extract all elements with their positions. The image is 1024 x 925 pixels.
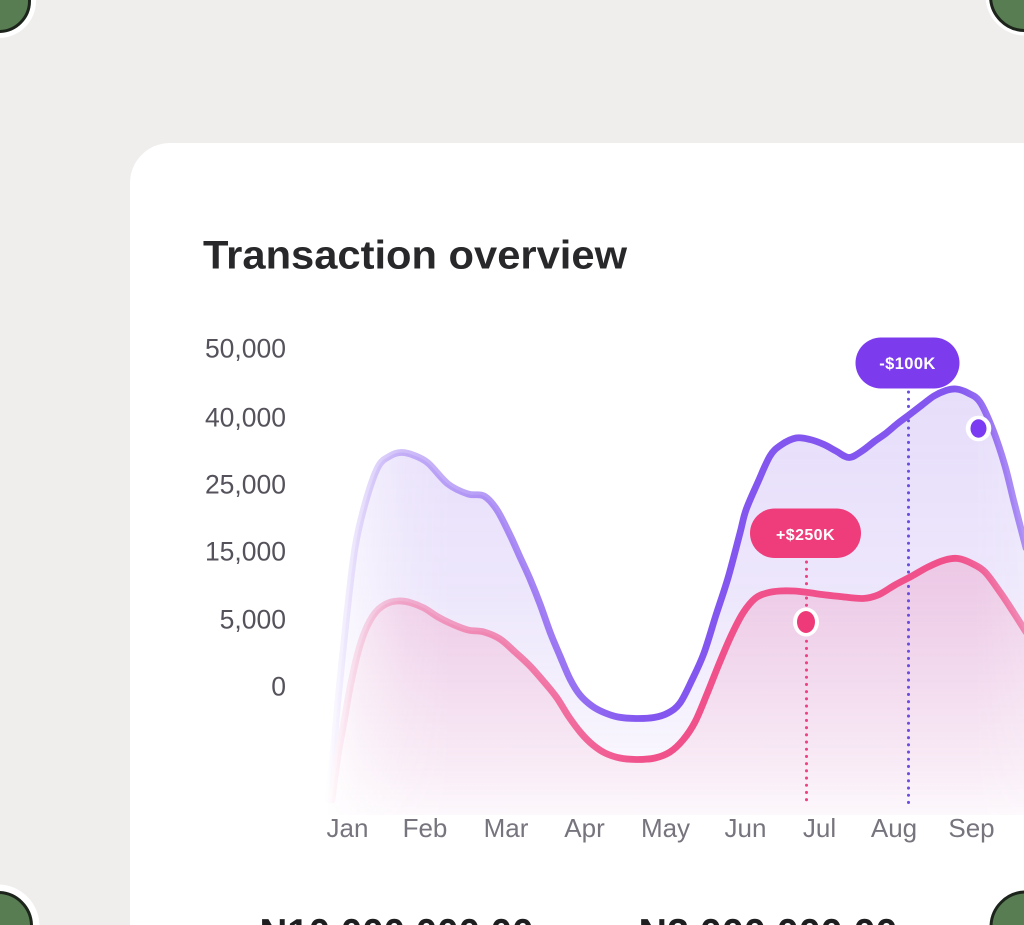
svg-text:15,000: 15,000	[205, 537, 286, 567]
svg-text:Sep: Sep	[948, 813, 994, 843]
svg-text:+$250K: +$250K	[776, 527, 835, 544]
svg-text:Jul: Jul	[803, 813, 836, 843]
svg-text:Transaction overview: Transaction overview	[203, 234, 628, 278]
svg-text:Jan: Jan	[327, 813, 369, 843]
svg-text:0: 0	[271, 672, 286, 702]
svg-text:Mar: Mar	[484, 813, 529, 843]
svg-text:5,000: 5,000	[220, 605, 286, 635]
svg-text:40,000: 40,000	[205, 403, 286, 433]
svg-text:Jun: Jun	[725, 813, 767, 843]
svg-text:N10,000,000.00: N10,000,000.00	[260, 912, 534, 925]
svg-text:Apr: Apr	[564, 813, 605, 843]
svg-text:May: May	[641, 813, 690, 843]
svg-text:Feb: Feb	[403, 813, 448, 843]
svg-text:-$100K: -$100K	[879, 355, 936, 373]
svg-text:N2,000,000.00: N2,000,000.00	[639, 912, 898, 925]
svg-text:Aug: Aug	[871, 813, 917, 843]
svg-text:25,000: 25,000	[205, 470, 286, 500]
svg-text:50,000: 50,000	[205, 334, 286, 364]
